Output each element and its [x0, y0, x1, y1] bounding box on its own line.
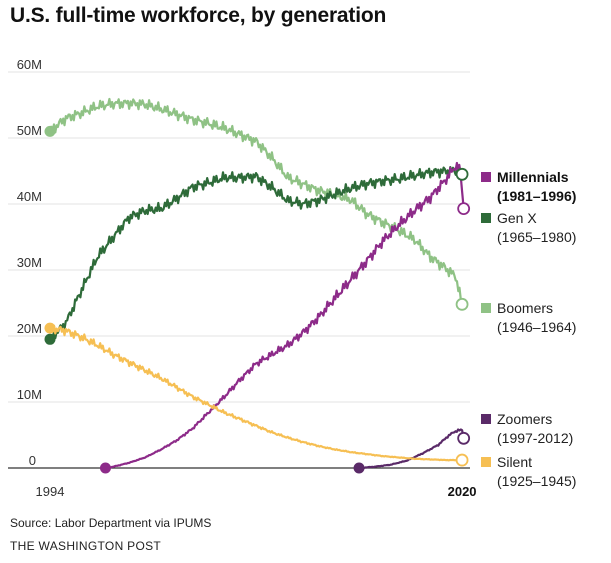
series-line-silent	[48, 324, 464, 462]
publisher-credit: THE WASHINGTON POST	[10, 539, 162, 553]
legend-millennials-name: Millennials	[497, 169, 569, 185]
y-tick-label: 60M	[17, 57, 42, 72]
end-point-boomers	[455, 297, 469, 311]
y-tick-label: 30M	[17, 255, 42, 270]
end-point-millennials	[457, 202, 471, 216]
legend-genx-name: Gen X	[497, 210, 537, 226]
y-tick-label: 0	[29, 453, 36, 468]
series-lines	[48, 97, 465, 470]
legend-silent-years: (1925–1945)	[497, 473, 577, 489]
legend-genx-swatch	[481, 213, 491, 223]
y-axis-tick-labels: 0 10M 20M 30M 40M 50M 60M	[17, 57, 42, 468]
start-point-genx	[44, 333, 56, 345]
start-point-zoomers	[353, 462, 365, 474]
legend-boomers-name: Boomers	[497, 300, 554, 316]
chart-title: U.S. full-time workforce, by generation	[10, 4, 387, 27]
legend-boomers-years: (1946–1964)	[497, 319, 577, 335]
end-point-silent	[455, 453, 469, 467]
line-chart: 0 10M 20M 30M 40M 50M 60M 1994 2020	[8, 57, 477, 499]
legend-genx-years: (1965–1980)	[497, 229, 577, 245]
legend-silent-swatch	[481, 457, 491, 467]
legend-zoomers-swatch	[481, 414, 491, 424]
y-tick-label: 20M	[17, 321, 42, 336]
series-line-boomers	[48, 97, 464, 306]
y-tick-label: 50M	[17, 123, 42, 138]
x-tick-label: 1994	[36, 484, 65, 499]
start-point-millennials	[99, 462, 111, 474]
legend-boomers-swatch	[481, 303, 491, 313]
end-point-genx	[455, 167, 469, 181]
series-line-millennials	[104, 161, 465, 470]
end-point-zoomers	[457, 431, 471, 445]
x-tick-label: 2020	[448, 484, 477, 499]
series-line-genx	[48, 166, 464, 341]
y-tick-label: 40M	[17, 189, 42, 204]
series-endpoints	[44, 125, 471, 474]
legend-silent-name: Silent	[497, 454, 533, 470]
x-axis-tick-labels: 1994 2020	[36, 484, 477, 499]
legend-zoomers-name: Zoomers	[497, 411, 553, 427]
start-point-silent	[44, 322, 56, 334]
source-note: Source: Labor Department via IPUMS	[10, 516, 212, 530]
start-point-boomers	[44, 125, 56, 137]
series-line-zoomers	[358, 428, 465, 470]
legend-zoomers-years: (1997-2012)	[497, 430, 574, 446]
y-tick-label: 10M	[17, 387, 42, 402]
legend-millennials-years: (1981–1996)	[497, 188, 577, 204]
gridlines	[8, 71, 470, 469]
legend-millennials-swatch	[481, 172, 491, 182]
